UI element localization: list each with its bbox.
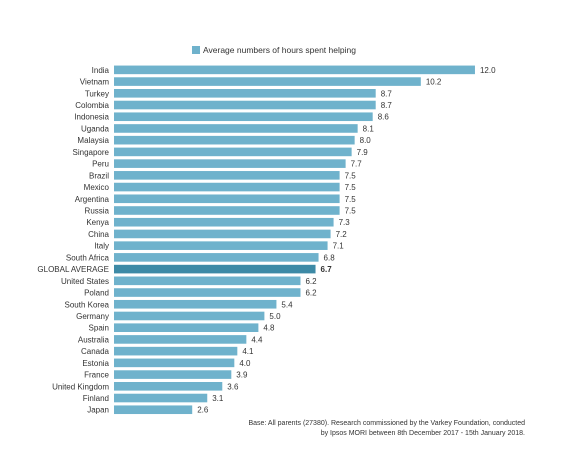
bar	[114, 100, 376, 110]
bar	[114, 206, 340, 215]
value-label: 3.9	[236, 371, 248, 380]
value-label: 2.6	[197, 406, 209, 415]
category-label: South Africa	[66, 253, 110, 262]
category-label: Australia	[78, 335, 110, 344]
value-label: 5.4	[281, 300, 293, 309]
bar	[114, 147, 352, 157]
bar	[114, 229, 331, 239]
value-label: 3.1	[212, 394, 224, 403]
category-label: Germany	[76, 312, 109, 321]
value-label: 8.6	[378, 113, 390, 122]
value-label: 7.5	[345, 183, 357, 192]
source-note-line-2: by Ipsos MORI between 8th December 2017 …	[320, 430, 525, 437]
value-label: 3.6	[227, 382, 239, 391]
value-label: 4.1	[242, 347, 254, 356]
source-note-line-1: Base: All parents (27380). Research comm…	[248, 420, 525, 427]
bar	[114, 159, 346, 168]
category-label: Canada	[81, 347, 110, 356]
bar	[114, 335, 247, 344]
bar	[114, 241, 328, 250]
bar	[114, 65, 475, 75]
bar	[114, 346, 238, 356]
value-label: 8.0	[360, 136, 372, 145]
category-label: France	[84, 371, 109, 380]
category-label: United States	[61, 277, 109, 286]
value-label: 7.7	[351, 160, 363, 169]
value-label: 6.2	[305, 277, 317, 286]
bar	[114, 299, 277, 309]
value-label: 7.1	[333, 242, 345, 251]
bar	[114, 253, 319, 262]
category-label: China	[88, 230, 109, 239]
value-label: 7.5	[345, 171, 357, 180]
bar	[114, 112, 373, 122]
category-label: Finland	[83, 394, 109, 403]
bar	[114, 171, 340, 180]
category-label: Italy	[94, 242, 109, 251]
bar	[114, 370, 232, 379]
value-label: 8.7	[381, 89, 393, 98]
value-label: 6.8	[324, 253, 336, 262]
value-label: 7.5	[345, 195, 357, 204]
legend-label: Average numbers of hours spent helping	[203, 45, 356, 55]
value-label: 7.9	[357, 148, 369, 157]
bar	[114, 323, 259, 332]
value-label: 7.3	[339, 218, 351, 227]
value-label: 8.1	[363, 124, 375, 133]
category-label: Brazil	[89, 171, 109, 180]
category-label: Peru	[92, 160, 109, 169]
category-label: Argentina	[75, 195, 110, 204]
source-note: Base: All parents (27380). Research comm…	[238, 419, 525, 439]
value-label: 4.4	[251, 335, 263, 344]
bar-global-average	[114, 264, 316, 274]
bar	[114, 358, 235, 368]
category-label: United Kingdom	[52, 382, 109, 391]
category-label: Mexico	[84, 183, 110, 192]
category-label: Russia	[85, 207, 110, 216]
bar	[114, 135, 355, 145]
value-label: 7.5	[345, 207, 357, 216]
category-label: Kenya	[86, 218, 109, 227]
bar	[114, 393, 208, 403]
category-label: Indonesia	[74, 113, 109, 122]
value-label: 10.2	[426, 78, 442, 87]
value-label: 4.8	[263, 324, 275, 333]
category-label: Vietnam	[80, 78, 110, 87]
bar	[114, 194, 340, 204]
bar	[114, 217, 334, 227]
bar	[114, 288, 301, 297]
bar	[114, 382, 223, 391]
bar	[114, 182, 340, 192]
category-label: Malaysia	[77, 136, 109, 145]
bar	[114, 276, 301, 286]
category-label: India	[92, 66, 110, 75]
value-label: 7.2	[336, 230, 348, 239]
value-label: 12.0	[480, 66, 496, 75]
category-label: Uganda	[81, 124, 110, 133]
value-label: 4.0	[239, 359, 251, 368]
value-label: 5.0	[269, 312, 281, 321]
value-label: 6.2	[305, 289, 317, 298]
category-label: GLOBAL AVERAGE	[37, 265, 109, 274]
category-label: Estonia	[82, 359, 109, 368]
chart-legend: Average numbers of hours spent helping	[192, 44, 356, 56]
bar	[114, 89, 376, 98]
value-label: 8.7	[381, 101, 393, 110]
category-label: Japan	[87, 406, 109, 415]
category-label: Colombia	[75, 101, 109, 110]
category-label: Turkey	[85, 89, 109, 98]
category-label: Singapore	[73, 148, 110, 157]
category-label: Poland	[84, 289, 109, 298]
bar	[114, 77, 421, 86]
bar	[114, 311, 265, 321]
bar	[114, 124, 358, 133]
legend-swatch	[192, 46, 200, 54]
value-label: 6.7	[321, 265, 333, 274]
category-label: South Korea	[65, 300, 110, 309]
bar	[114, 405, 193, 415]
category-label: Spain	[89, 324, 109, 333]
